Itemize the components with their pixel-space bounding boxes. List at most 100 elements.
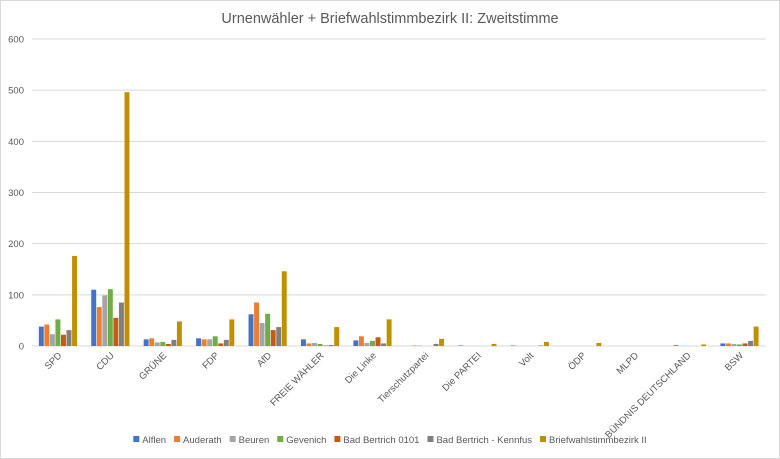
y-tick-label: 600 — [8, 35, 24, 46]
bar — [386, 319, 392, 346]
legend-item: Beuren — [229, 435, 270, 446]
y-tick-label: 200 — [8, 239, 24, 250]
bar — [165, 343, 171, 346]
bar — [218, 343, 224, 346]
bar — [370, 340, 375, 346]
bar — [323, 345, 329, 346]
bar — [458, 345, 464, 346]
bar — [91, 289, 97, 346]
bar — [201, 339, 207, 346]
x-tick-label: SPD — [43, 350, 65, 372]
bar — [416, 345, 422, 346]
legend-label: Briefwahlstimmbezirk II — [549, 435, 647, 446]
y-tick-label: 500 — [8, 86, 24, 97]
legend-item: Bad Bertrich 0101 — [334, 435, 419, 446]
bar — [229, 319, 235, 346]
bar — [491, 343, 497, 346]
x-tick-label: GRÜNE — [137, 350, 169, 382]
gridlines — [32, 38, 766, 347]
x-tick-label: FDP — [200, 350, 221, 371]
bar — [60, 334, 66, 346]
legend-item: Bad Bertrich - Kennfus — [427, 435, 532, 446]
bar — [149, 338, 155, 346]
y-tick-label: 400 — [8, 137, 24, 148]
bar — [207, 339, 213, 346]
bar — [375, 337, 381, 346]
bar — [160, 341, 166, 346]
bar — [737, 344, 742, 346]
legend-swatch — [277, 436, 284, 442]
bar — [673, 344, 679, 346]
bar — [281, 271, 287, 346]
bar — [334, 327, 340, 346]
bar — [196, 338, 202, 346]
legend-label: Bad Bertrich - Kennfus — [436, 435, 532, 446]
bar — [55, 319, 61, 346]
legend-swatch — [229, 436, 236, 442]
bar — [248, 314, 254, 346]
x-tick-label: Die Linke — [343, 350, 379, 386]
legend-label: Gevenich — [286, 435, 326, 446]
legend-item: Alflen — [133, 435, 166, 446]
bar — [358, 336, 364, 346]
bar — [381, 343, 387, 346]
legend-swatch — [174, 436, 181, 442]
x-tick-label: CDU — [94, 350, 116, 372]
bar — [102, 295, 108, 346]
bar — [254, 302, 260, 346]
x-tick-label: AfD — [255, 350, 274, 369]
bar — [306, 343, 312, 346]
bar — [66, 330, 72, 346]
bar — [742, 343, 748, 346]
bar — [107, 289, 113, 346]
bar — [113, 317, 119, 346]
legend-label: Auderath — [183, 435, 222, 446]
bar — [96, 307, 102, 346]
bar — [49, 334, 55, 346]
bar — [176, 321, 182, 346]
bar — [748, 340, 754, 346]
bar — [596, 342, 602, 346]
x-tick-label: MLPD — [615, 350, 642, 377]
legend-item: Briefwahlstimmbezirk II — [540, 435, 647, 446]
y-tick-label: 100 — [8, 290, 24, 301]
x-tick-label: Volt — [517, 350, 536, 369]
legend-item: Auderath — [174, 435, 222, 446]
bar — [720, 343, 726, 346]
bar — [353, 340, 359, 346]
legend-label: Beuren — [239, 435, 270, 446]
bar — [439, 338, 445, 346]
legend-label: Bad Bertrich 0101 — [343, 435, 419, 446]
legend-swatch — [334, 436, 341, 442]
bar — [265, 313, 271, 346]
bar — [543, 341, 549, 346]
bar — [223, 339, 229, 346]
legend: Alflen Auderath Beuren Gevenich Bad Bertrich… — [133, 435, 647, 446]
bar — [701, 344, 707, 346]
x-tick-label: BÜNDNIS DEUTSCHLAND — [603, 350, 693, 440]
chart-title: Urnenwähler + Briefwahlstimmbezirk II: Z… — [221, 11, 558, 27]
bar — [317, 343, 323, 346]
y-axis-ticks: 0 100 200 300 400 500 600 — [8, 35, 24, 353]
legend-label: Alflen — [142, 435, 166, 446]
y-tick-label: 300 — [8, 188, 24, 199]
bar — [270, 330, 276, 346]
y-tick-label: 0 — [19, 342, 24, 353]
x-tick-label: BSW — [723, 350, 746, 373]
bar — [171, 339, 177, 346]
bar — [538, 345, 544, 346]
bar — [300, 339, 306, 346]
legend-swatch — [427, 436, 434, 442]
legend-swatch — [540, 436, 547, 442]
bar — [276, 327, 282, 346]
bar — [411, 345, 417, 346]
bar — [312, 342, 317, 346]
bar — [753, 326, 759, 346]
x-tick-label: FREIE WÄHLER — [268, 350, 326, 408]
bar — [72, 255, 78, 346]
x-tick-label: ÖDP — [566, 350, 588, 372]
bar — [154, 342, 160, 346]
